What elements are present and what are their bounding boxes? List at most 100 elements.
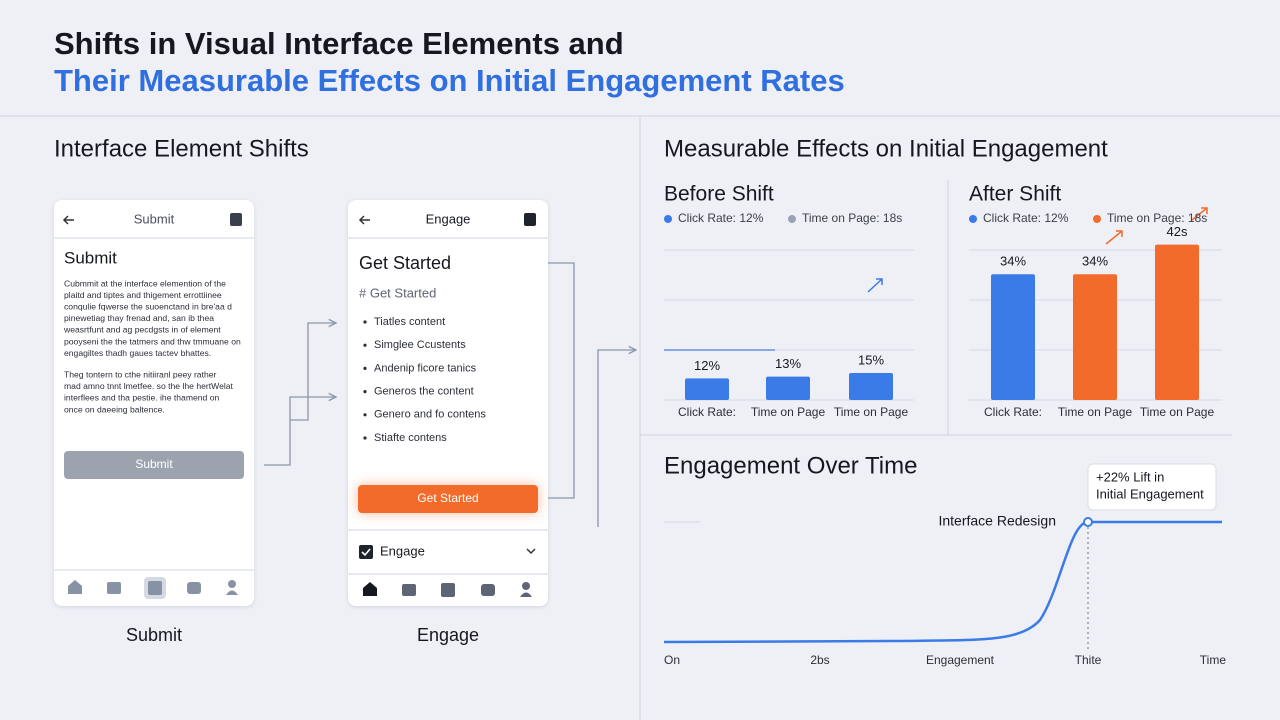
timeline-labels: On 2bs Engagement Thite Time: [664, 653, 1226, 667]
checkbox[interactable]: [359, 545, 373, 559]
x-tick-label: Click Rate:: [984, 405, 1042, 419]
nav-user[interactable]: [522, 582, 530, 590]
back-icon[interactable]: [62, 215, 74, 225]
value-label: 42s: [1167, 224, 1188, 239]
bullet: [363, 320, 367, 324]
connector: [597, 350, 636, 527]
title-line-1: Shifts in Visual Interface Elements and: [54, 26, 624, 61]
x-label: Thite: [1075, 653, 1102, 667]
paragraph-line: Cubmmit at the interface elemention of t…: [64, 278, 226, 288]
legend-swatch: [788, 215, 796, 223]
timeline-title: Engagement Over Time: [664, 452, 917, 479]
submit-button-label: Submit: [135, 457, 173, 471]
legend-label: Click Rate: 12%: [678, 211, 764, 225]
list-item: Genero and fo contens: [374, 409, 486, 421]
left-panel-title: Interface Element Shifts: [54, 135, 309, 162]
item-list: Tiatles content Simglee Ccustents Andenip …: [363, 316, 486, 444]
value-label: 12%: [694, 358, 720, 373]
menu-icon[interactable]: [524, 213, 536, 226]
marker-point: [1083, 517, 1093, 527]
value-label: 34%: [1082, 254, 1108, 269]
trend-arrow: [1191, 207, 1208, 221]
marker-label: Interface Redesign: [938, 513, 1056, 529]
paragraph-line: weasrtfunt and ag pecdgsts in of element: [63, 325, 221, 335]
chart-title: After Shift: [969, 183, 1061, 206]
engagement-curve: [663, 520, 1222, 644]
back-icon[interactable]: [358, 215, 370, 225]
bullet: [363, 366, 367, 370]
bullet: [363, 413, 367, 417]
nav-user-body: [520, 592, 532, 597]
bullet: [363, 390, 367, 394]
get-started-button[interactable]: [358, 485, 538, 513]
list-item: Simglee Ccustents: [374, 339, 466, 351]
paragraph-line: interflees and tha pestie. ihe thamend o…: [64, 393, 219, 403]
dropdown-label: Engage: [380, 543, 425, 558]
nav-box[interactable]: [107, 582, 121, 594]
bar: [1155, 244, 1199, 400]
trend-arrow: [1105, 230, 1123, 245]
chart-title: Before Shift: [664, 183, 774, 206]
nav-chat[interactable]: [187, 582, 201, 594]
nav-chat[interactable]: [481, 584, 495, 596]
get-started-button-label: Get Started: [417, 491, 478, 505]
paragraphs: Cubmmit at the interface elemention of t…: [63, 278, 241, 414]
x-tick-label: Time on Page: [834, 405, 909, 419]
value-label: 15%: [858, 352, 884, 367]
bullet: [363, 343, 367, 347]
paragraph-line: pooyseni the the tatmers and thw tmmuane…: [64, 336, 241, 346]
list-item: Tiatles content: [374, 316, 445, 328]
bar: [766, 376, 810, 400]
paragraph-line: mad amno tnnt lmetfee. so the lhe hertWe…: [64, 381, 234, 391]
phone-header: Engage: [426, 211, 471, 226]
connector: [540, 262, 575, 499]
legend-label: Time on Page: 18s: [802, 211, 902, 225]
legend-swatch: [969, 215, 977, 223]
x-tick-label: Click Rate:: [678, 405, 736, 419]
nav-box[interactable]: [402, 584, 416, 596]
trend-arrow: [867, 278, 883, 293]
paragraph-line: Theg tontern to cthe nitiiranl peey rath…: [64, 369, 217, 379]
phone-heading: Get Started: [359, 253, 451, 273]
nav-home[interactable]: [68, 580, 82, 594]
nav-check[interactable]: [441, 583, 455, 597]
nav-check[interactable]: [148, 581, 162, 595]
nav-bar: [68, 577, 238, 599]
callout-line: Initial Engagement: [1096, 486, 1204, 501]
checkmark: [361, 548, 371, 557]
menu-icon[interactable]: [230, 213, 242, 226]
bar: [849, 373, 893, 400]
phone-subheading: # Get Started: [359, 285, 436, 300]
phone-before: Submit Submit Cubmmit at the interface e…: [54, 200, 254, 606]
list-item: Andenip ficore tanics: [374, 362, 477, 374]
callout-line: +22% Lift in: [1096, 469, 1164, 484]
nav-user[interactable]: [228, 580, 236, 588]
legend-swatch: [1093, 215, 1101, 223]
phone-heading: Submit: [64, 248, 117, 267]
list-item: Generos the content: [374, 386, 474, 398]
submit-button[interactable]: [64, 451, 244, 479]
x-tick-label: Time on Page: [1058, 405, 1133, 419]
paragraph-line: conqulie fqwerse the suoenctand in bre'a…: [64, 301, 232, 311]
paragraph-line: pinewetiag thay frenad and, san ib thea: [64, 313, 214, 323]
phone-after: Engage Get Started # Get Started Tiatles…: [348, 200, 548, 606]
list-item: Stiafte contens: [374, 432, 447, 444]
nav-user-body: [226, 590, 238, 595]
title-line-2: Their Measurable Effects on Initial Enga…: [54, 63, 845, 98]
paragraph-line: plaitd and tiptes and thigement errottii…: [64, 290, 222, 300]
callout-box: [1087, 463, 1217, 511]
x-label: Engagement: [926, 653, 995, 667]
connector: [290, 323, 336, 421]
value-label: 13%: [775, 356, 801, 371]
nav-home[interactable]: [363, 582, 377, 596]
legend-label: Click Rate: 12%: [983, 211, 1069, 225]
value-label: 34%: [1000, 254, 1026, 269]
paragraph-line: once on daeeing baltence.: [64, 404, 165, 414]
phone-caption: Submit: [126, 625, 182, 645]
bar: [991, 274, 1035, 400]
bar: [685, 378, 729, 400]
legend-label: Time on Page: 18s: [1107, 211, 1207, 225]
chevron[interactable]: [526, 548, 536, 555]
